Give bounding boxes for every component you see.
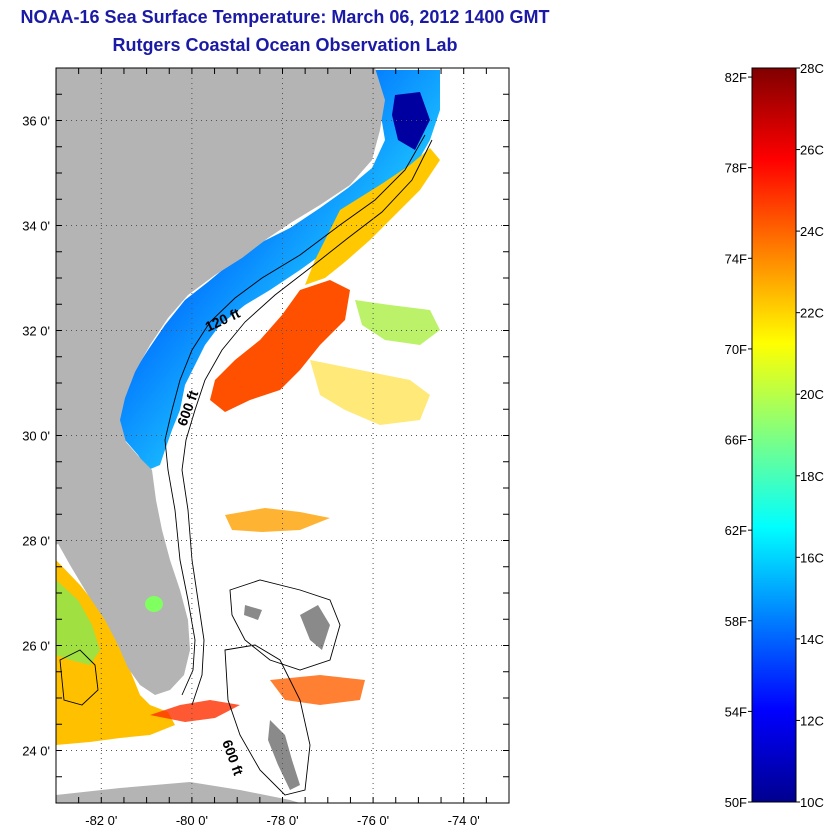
fahrenheit-label: 62F bbox=[725, 523, 747, 538]
gulf-stream-warm bbox=[210, 280, 350, 412]
contour-bahamas-2 bbox=[224, 644, 311, 796]
lon-tick-label: -76 0' bbox=[357, 813, 389, 828]
lat-tick-label: 26 0' bbox=[22, 639, 50, 654]
celsius-label: 12C bbox=[800, 713, 824, 728]
celsius-label: 26C bbox=[800, 143, 824, 158]
colorbar-labels: 28C 26C 24C 22C 20C 18C 16C 14C 12C 10C 82F 78F 74F 7… bbox=[725, 64, 824, 809]
fahrenheit-label: 82F bbox=[725, 70, 747, 85]
lon-tick-label: -74 0' bbox=[448, 813, 480, 828]
celsius-label: 10C bbox=[800, 795, 824, 809]
celsius-label: 22C bbox=[800, 306, 824, 321]
lon-tick-label: -80 0' bbox=[176, 813, 208, 828]
contour-gulf bbox=[59, 649, 99, 706]
celsius-label: 24C bbox=[800, 224, 824, 239]
lon-tick-label: -82 0' bbox=[85, 813, 117, 828]
map-title: NOAA-16 Sea Surface Temperature: March 0… bbox=[20, 7, 550, 27]
colorbar: 28C 26C 24C 22C 20C 18C 16C 14C 12C 10C 82F 78F 74F 7… bbox=[725, 64, 824, 809]
celsius-label: 18C bbox=[800, 469, 824, 484]
land-cuba bbox=[56, 782, 300, 803]
land-bahamas-2 bbox=[268, 720, 300, 790]
land-bahamas-1 bbox=[300, 605, 330, 650]
offshore-warm-patch bbox=[355, 300, 440, 345]
gulf-water-cool bbox=[56, 580, 100, 665]
contour-600ft bbox=[181, 139, 433, 706]
fahrenheit-label: 78F bbox=[725, 161, 747, 176]
land-panhandle-shadow bbox=[56, 490, 64, 545]
fahrenheit-label: 58F bbox=[725, 614, 747, 629]
land-bahamas-3 bbox=[244, 605, 262, 620]
fahrenheit-label: 66F bbox=[725, 433, 747, 448]
map-subtitle: Rutgers Coastal Ocean Observation Lab bbox=[112, 35, 458, 55]
lat-tick-label: 24 0' bbox=[22, 744, 50, 759]
offshore-patch-2 bbox=[310, 360, 430, 425]
map-grid bbox=[56, 68, 509, 803]
colorbar-scale bbox=[751, 67, 797, 803]
straits-warm-patch bbox=[150, 700, 240, 722]
lat-tick-label: 36 0' bbox=[22, 114, 50, 129]
gulf-water bbox=[56, 560, 175, 745]
fahrenheit-label: 50F bbox=[725, 795, 747, 809]
lat-tick-label: 28 0' bbox=[22, 534, 50, 549]
map-frame bbox=[55, 67, 510, 804]
celsius-label: 14C bbox=[800, 632, 824, 647]
gulf-stream-edge bbox=[305, 148, 440, 285]
lon-tick-label: -78 0' bbox=[266, 813, 298, 828]
lat-tick-label: 34 0' bbox=[22, 219, 50, 234]
land-mainland bbox=[56, 68, 385, 695]
lake-okeechobee bbox=[145, 596, 163, 612]
shelf-cold-water bbox=[118, 70, 440, 470]
fahrenheit-label: 70F bbox=[725, 342, 747, 357]
celsius-label: 28C bbox=[800, 64, 824, 76]
fahrenheit-label: 74F bbox=[725, 251, 747, 266]
map-ticks: -82 0' -80 0' -78 0' -76 0' -74 0' 24 0' 26 0'… bbox=[22, 68, 509, 828]
offshore-patch-3 bbox=[225, 508, 330, 532]
fahrenheit-label: 54F bbox=[725, 704, 747, 719]
bahamas-warm-patch bbox=[270, 675, 365, 705]
lat-tick-label: 32 0' bbox=[22, 324, 50, 339]
lat-tick-label: 30 0' bbox=[22, 429, 50, 444]
contour-120ft bbox=[164, 134, 426, 696]
celsius-label: 20C bbox=[800, 387, 824, 402]
contour-bahamas bbox=[229, 579, 341, 671]
celsius-label: 16C bbox=[800, 550, 824, 565]
